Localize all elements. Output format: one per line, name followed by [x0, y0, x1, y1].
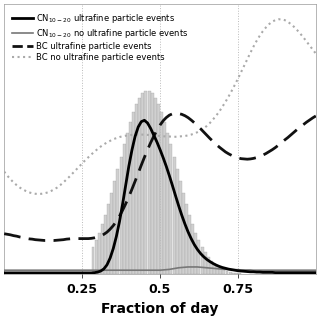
Bar — [194, 233, 197, 274]
Bar — [98, 233, 101, 274]
Bar — [101, 224, 104, 274]
Bar — [169, 144, 172, 274]
Bar — [172, 157, 175, 274]
Bar — [123, 144, 126, 274]
Bar — [104, 215, 107, 274]
Bar — [191, 224, 194, 274]
Bar — [235, 273, 238, 274]
Bar — [232, 273, 235, 274]
Bar — [107, 204, 110, 274]
Bar — [188, 215, 191, 274]
Bar — [157, 104, 160, 274]
Bar — [163, 122, 166, 274]
Bar — [219, 268, 222, 274]
X-axis label: Fraction of day: Fraction of day — [101, 302, 219, 316]
Bar — [222, 270, 225, 274]
Bar — [201, 246, 204, 274]
Bar — [120, 157, 123, 274]
Bar — [226, 271, 228, 274]
Bar — [92, 246, 94, 274]
Bar — [135, 104, 138, 274]
Bar — [176, 169, 179, 274]
Bar — [204, 252, 207, 274]
Bar — [185, 204, 188, 274]
Bar — [138, 98, 141, 274]
Bar — [141, 93, 144, 274]
Bar — [116, 169, 119, 274]
Bar — [148, 91, 151, 274]
Bar — [166, 133, 169, 274]
Bar — [113, 181, 116, 274]
Bar — [132, 112, 135, 274]
Bar — [179, 181, 182, 274]
Bar — [129, 122, 132, 274]
Bar — [126, 133, 129, 274]
Bar — [95, 240, 98, 274]
Bar — [110, 193, 113, 274]
Bar — [210, 260, 213, 274]
Bar — [216, 266, 219, 274]
Bar — [213, 264, 216, 274]
Bar — [197, 240, 200, 274]
Bar — [238, 273, 241, 274]
Bar — [229, 272, 232, 274]
Bar — [154, 98, 157, 274]
Bar — [182, 193, 185, 274]
Legend: CN$_{10-20}$ ultrafine particle events, CN$_{10-20}$ no ultrafine particle event: CN$_{10-20}$ ultrafine particle events, … — [12, 11, 189, 63]
Bar — [207, 257, 210, 274]
Bar — [160, 112, 163, 274]
Bar — [151, 93, 154, 274]
Bar — [145, 91, 148, 274]
